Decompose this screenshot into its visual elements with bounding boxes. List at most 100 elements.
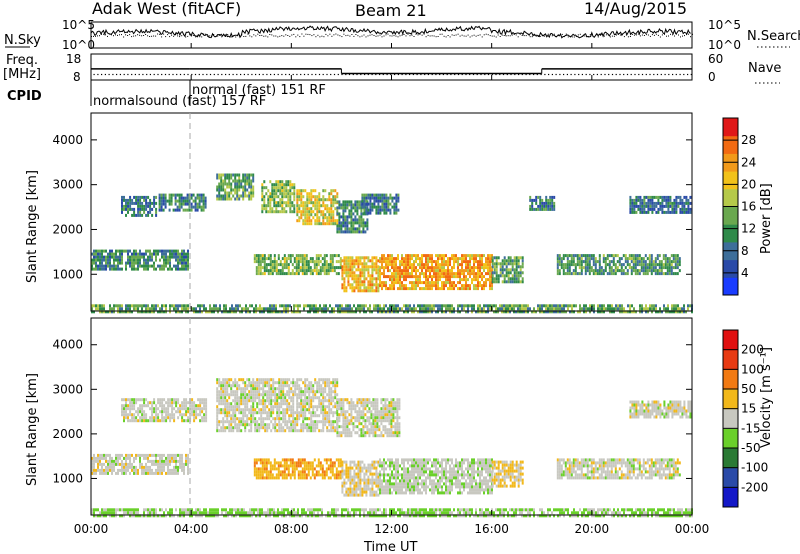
heatmap-cell: [356, 200, 359, 204]
heatmap-cell: [271, 195, 274, 199]
heatmap-cell: [303, 266, 306, 270]
heatmap-cell: [551, 304, 553, 308]
heatmap-cell: [483, 263, 485, 267]
heatmap-cell: [275, 201, 278, 205]
heatmap-cell: [201, 401, 204, 405]
heatmap-cell: [105, 453, 107, 457]
heatmap-cell: [236, 191, 239, 195]
heatmap-cell: [489, 257, 491, 261]
heatmap-cell: [553, 304, 555, 308]
heatmap-cell: [190, 196, 193, 200]
heatmap-cell: [337, 272, 340, 276]
heatmap-cell: [276, 381, 279, 385]
heatmap-cell: [264, 408, 267, 412]
heatmap-cell: [487, 260, 489, 264]
heatmap-cell: [256, 384, 259, 388]
heatmap-cell: [631, 210, 634, 214]
heatmap-cell: [111, 456, 113, 460]
heatmap-cell: [193, 310, 195, 314]
heatmap-cell: [305, 260, 308, 264]
heatmap-cell: [633, 307, 635, 311]
heatmap-cell: [395, 196, 398, 200]
heatmap-cell: [158, 196, 161, 200]
heatmap-cell: [465, 304, 467, 308]
heatmap-cell: [491, 262, 494, 266]
heatmap-cell: [163, 304, 165, 308]
heatmap-cell: [507, 274, 510, 278]
heatmap-cell: [175, 462, 177, 466]
heatmap-cell: [465, 266, 467, 270]
heatmap-cell: [276, 429, 279, 433]
heatmap-cell: [397, 193, 400, 197]
heatmap-cell: [342, 218, 345, 222]
heatmap-cell: [343, 271, 346, 275]
heatmap-cell: [373, 277, 376, 281]
heatmap-cell: [465, 254, 467, 258]
heatmap-cell: [385, 199, 388, 203]
heatmap-cell: [175, 249, 177, 253]
heatmap-cell: [495, 259, 498, 263]
heatmap-cell: [308, 222, 311, 226]
heatmap-cell: [521, 304, 523, 308]
noise-search-dot: [686, 34, 687, 36]
heatmap-cell: [447, 272, 449, 276]
noise-left-tick-top: 10^5: [62, 18, 95, 32]
heatmap-cell: [427, 266, 429, 270]
heatmap-cell: [163, 468, 165, 472]
heatmap-cell: [373, 205, 376, 209]
heatmap-cell: [658, 260, 661, 264]
heatmap-cell: [216, 417, 219, 421]
heatmap-cell: [261, 210, 264, 214]
heatmap-cell: [463, 260, 465, 264]
heatmap-cell: [673, 201, 676, 205]
heatmap-cell: [107, 261, 109, 265]
heatmap-cell: [345, 310, 347, 314]
heatmap-cell: [103, 255, 105, 259]
heatmap-cell: [255, 310, 257, 314]
heatmap-cell: [182, 196, 185, 200]
noise-search-dot: [659, 36, 661, 38]
noise-search-dot: [377, 35, 379, 37]
heatmap-cell: [568, 272, 571, 276]
heatmap-cell: [173, 416, 176, 420]
heatmap-cell: [375, 277, 378, 281]
heatmap-cell: [181, 310, 183, 314]
heatmap-cell: [461, 269, 463, 273]
heatmap-cell: [222, 417, 225, 421]
heatmap-cell: [226, 426, 229, 430]
heatmap-cell: [285, 204, 288, 208]
heatmap-cell: [435, 266, 437, 270]
heatmap-cell: [411, 266, 413, 270]
heatmap-cell: [547, 204, 550, 208]
heatmap-cell: [350, 221, 353, 225]
nave-dot: [555, 73, 557, 76]
heatmap-cell: [493, 265, 496, 269]
heatmap-cell: [652, 269, 655, 273]
heatmap-cell: [117, 462, 119, 466]
heatmap-cell: [129, 258, 131, 262]
heatmap-cell: [129, 195, 132, 199]
heatmap-cell: [651, 310, 653, 314]
heatmap-cell: [165, 419, 168, 423]
heatmap-cell: [411, 263, 413, 267]
heatmap-cell: [275, 183, 278, 187]
heatmap-cell: [220, 188, 223, 192]
heatmap-cell: [674, 260, 677, 264]
heatmap-cell: [614, 263, 617, 267]
heatmap-cell: [218, 420, 221, 424]
heatmap-cell: [143, 198, 146, 202]
heatmap-cell: [658, 266, 661, 270]
heatmap-cell: [174, 202, 177, 206]
noise-search-dot: [217, 35, 219, 37]
heatmap-cell: [445, 275, 447, 279]
noise-search-dot: [529, 36, 531, 38]
heatmap-cell: [163, 404, 166, 408]
heatmap-cell: [133, 404, 136, 408]
heatmap-cell: [127, 468, 129, 472]
heatmap-cell: [363, 205, 366, 209]
heatmap-cell: [311, 257, 314, 261]
heatmap-cell: [491, 254, 493, 258]
heatmap-cell: [185, 261, 187, 265]
heatmap-cell: [287, 198, 290, 202]
heatmap-cell: [415, 266, 417, 270]
